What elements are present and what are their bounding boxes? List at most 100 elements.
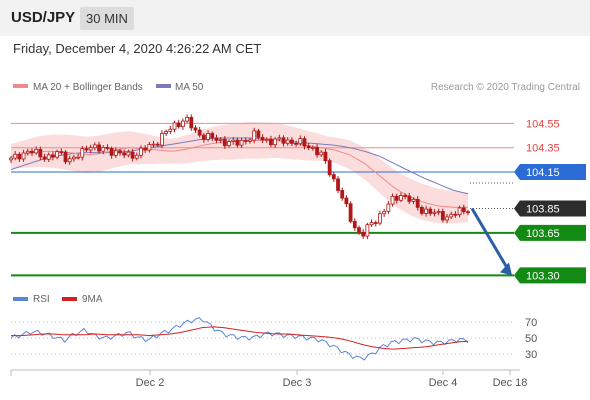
candle <box>21 149 26 162</box>
candle <box>419 205 424 216</box>
candle <box>59 148 64 156</box>
candle-body <box>336 178 340 191</box>
candle <box>424 205 428 217</box>
timeframe-badge[interactable]: 30 MIN <box>80 7 134 30</box>
level-tag-103.65 <box>514 224 586 241</box>
candle-body <box>344 197 349 205</box>
candle <box>428 206 433 216</box>
candle <box>252 127 257 144</box>
candle-body <box>134 154 139 159</box>
candle <box>281 135 286 147</box>
candle <box>55 149 60 160</box>
candle-body <box>139 147 143 156</box>
candle-body <box>302 138 307 147</box>
candle-body <box>67 158 72 163</box>
candle <box>76 154 80 160</box>
candle-body <box>122 152 127 156</box>
rsi-ma9-line <box>11 326 469 350</box>
candle <box>415 196 420 211</box>
candle <box>130 149 135 162</box>
candle <box>231 137 236 145</box>
candle-body <box>55 151 60 158</box>
candle <box>323 148 328 164</box>
candle <box>214 134 219 144</box>
candle <box>189 114 194 131</box>
candle <box>239 137 244 149</box>
candle-body <box>331 174 336 180</box>
candle <box>88 144 93 154</box>
candle-body <box>214 137 219 141</box>
candle-body <box>394 195 399 201</box>
ma20-line <box>10 139 468 208</box>
candle-body <box>440 211 445 221</box>
candle <box>172 120 177 133</box>
candle-body <box>407 195 412 202</box>
candle-body <box>323 151 328 162</box>
bollinger-band <box>11 122 468 224</box>
candle <box>180 118 185 130</box>
candle <box>164 129 169 137</box>
candle-body <box>327 160 332 176</box>
candle <box>155 142 160 147</box>
candle <box>407 192 412 205</box>
x-axis: Dec 2 Dec 3 Dec 4 Dec 18 <box>136 370 527 389</box>
candle <box>92 142 97 151</box>
candle <box>235 137 240 148</box>
candle-body <box>373 222 378 224</box>
candle <box>139 145 143 159</box>
candle <box>101 145 106 155</box>
candle <box>290 137 294 147</box>
candle-body <box>172 122 177 130</box>
candle-body <box>63 151 68 163</box>
candle-body <box>264 138 269 141</box>
candle-body <box>248 139 252 142</box>
candle <box>269 135 273 148</box>
candle <box>361 229 366 239</box>
candle-body <box>180 120 185 128</box>
ma50-line <box>10 137 469 195</box>
candle-body <box>201 134 206 140</box>
level-label-104.15: 104.15 <box>526 167 560 179</box>
candle <box>9 156 13 164</box>
candle-body <box>290 139 294 144</box>
candle-body <box>197 129 202 136</box>
rsi-line <box>10 317 469 361</box>
candle-body <box>38 148 43 158</box>
candle <box>46 152 51 163</box>
candle-body <box>361 231 366 237</box>
candle-body <box>231 139 236 142</box>
candle-body <box>126 151 131 156</box>
candle-body <box>118 150 122 154</box>
candle-body <box>92 144 97 149</box>
candle-body <box>252 130 257 141</box>
candle-body <box>193 127 198 131</box>
candle-body <box>71 156 76 160</box>
candle-body <box>281 137 286 144</box>
candle <box>390 193 395 207</box>
x-tick-label: Dec 4 <box>429 377 458 389</box>
level-tag-104.15 <box>514 164 586 181</box>
candle-body <box>357 227 361 233</box>
rsi-legend-label: RSI <box>33 294 50 305</box>
candle <box>51 151 55 161</box>
candle-body <box>449 213 454 218</box>
ma9-legend-swatch <box>62 297 77 301</box>
candle-body <box>419 206 424 214</box>
candle-body <box>369 222 374 226</box>
candle <box>218 137 223 144</box>
candle-body <box>298 138 303 145</box>
candle <box>97 141 101 154</box>
ma50-legend-swatch <box>156 84 171 88</box>
candle <box>147 141 152 153</box>
ma9-legend-label: 9MA <box>82 294 103 305</box>
candle <box>319 150 324 158</box>
candle-body <box>243 139 248 142</box>
candle <box>34 146 39 155</box>
candle <box>327 158 332 177</box>
candle-body <box>21 152 26 160</box>
candle-body <box>80 148 85 158</box>
candle-body <box>386 203 391 212</box>
candle <box>197 126 202 138</box>
candle <box>168 125 173 135</box>
rsi-panel: 70 50 30 <box>10 317 537 361</box>
